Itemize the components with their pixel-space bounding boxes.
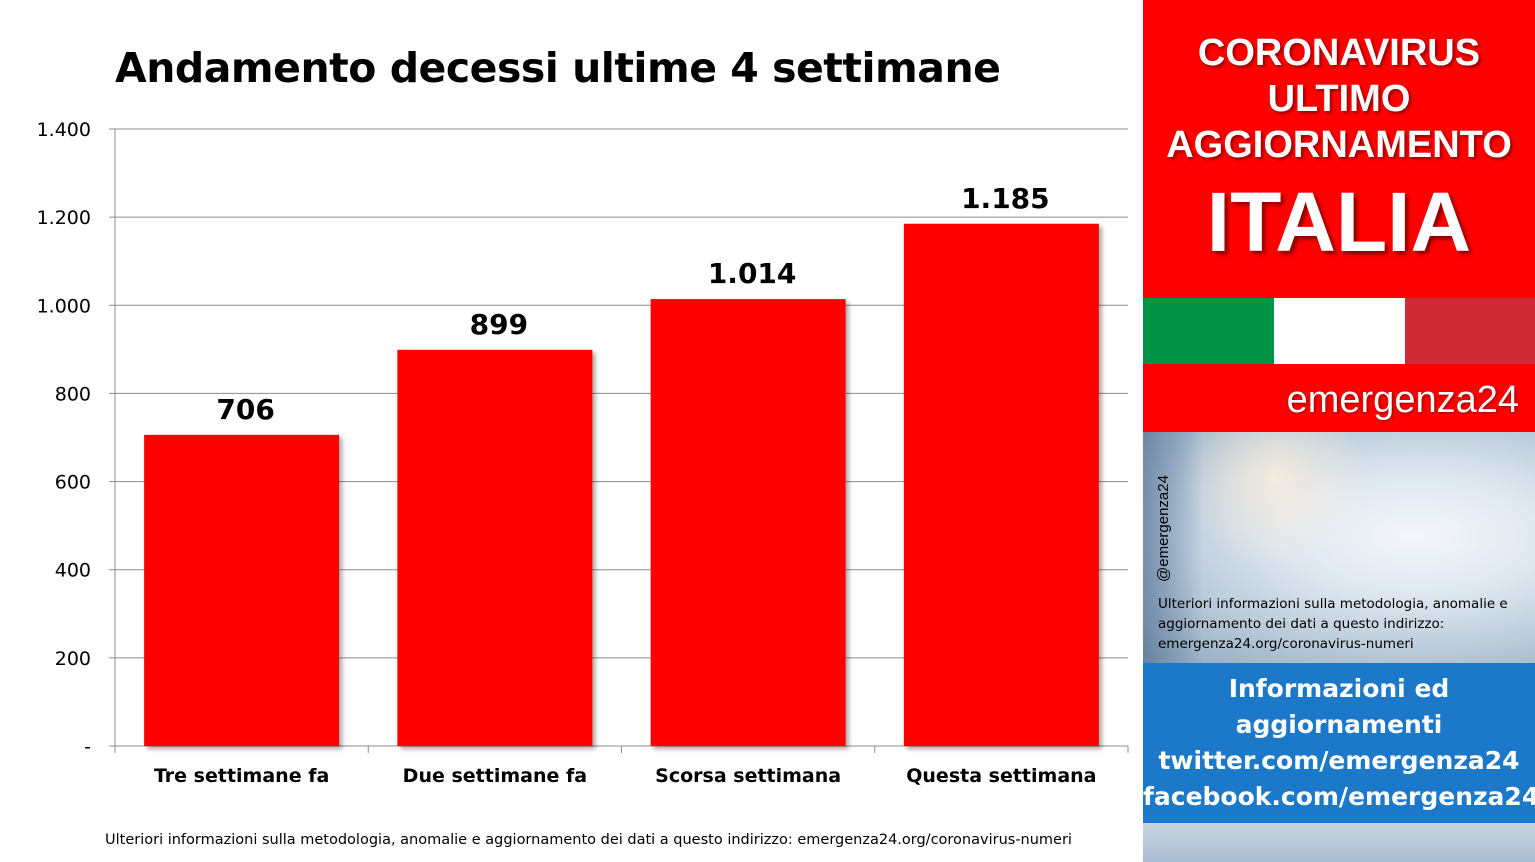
photo-shadow xyxy=(1143,432,1203,663)
header-line-1: CORONAVIRUS xyxy=(1197,32,1481,74)
flag-green-stripe xyxy=(1143,298,1274,364)
chart-area: Andamento decessi ultime 4 settimane - 20… xyxy=(36,44,1129,848)
bars xyxy=(144,223,1099,747)
x-tick-label: Tre settimane fa xyxy=(154,765,329,787)
methodology-note: Ulteriori informazioni sulla metodologia… xyxy=(1158,596,1508,652)
flag-white-stripe xyxy=(1274,298,1405,364)
chart-title: Andamento decessi ultime 4 settimane xyxy=(115,44,1001,92)
x-tick-label: Scorsa settimana xyxy=(655,765,841,787)
footer-note: Ulteriori informazioni sulla metodologia… xyxy=(105,832,1072,848)
y-tick-label: 600 xyxy=(55,472,91,494)
y-tick-label: 400 xyxy=(55,560,91,582)
header-line-2: ULTIMO xyxy=(1267,78,1411,120)
x-tick-label: Due settimane fa xyxy=(403,765,587,787)
social-handle: @emergenza24 xyxy=(1155,475,1172,582)
social-line-2: aggiornamenti xyxy=(1235,710,1443,739)
social-line-1: Informazioni ed xyxy=(1228,674,1450,703)
data-label: 706 xyxy=(216,393,274,426)
flag-red-stripe xyxy=(1405,298,1535,364)
brand-name: emergenza24 xyxy=(1143,364,1535,432)
bar xyxy=(144,434,340,746)
data-label: 1.185 xyxy=(961,182,1050,215)
x-tick-label: Questa settimana xyxy=(906,765,1096,787)
bar xyxy=(650,299,846,746)
y-tick-label: 1.200 xyxy=(37,207,91,229)
social-links-box: Informazioni ed aggiornamenti twitter.co… xyxy=(1143,663,1535,823)
header-line-3: AGGIORNAMENTO xyxy=(1166,124,1512,166)
background-photo: @emergenza24 Ulteriori informazioni sull… xyxy=(1143,432,1535,663)
labels: - 200 400 600 800 1.000 1.200 1.400 706 Tre setti… xyxy=(37,119,1097,787)
y-tick-label: 1.000 xyxy=(37,295,91,317)
side-header: CORONAVIRUS ULTIMO AGGIORNAMENTO ITALIA xyxy=(1143,0,1535,298)
data-label: 1.014 xyxy=(708,257,797,290)
italian-flag xyxy=(1143,298,1535,364)
y-tick-label: 1.400 xyxy=(37,119,91,141)
side-panel: CORONAVIRUS ULTIMO AGGIORNAMENTO ITALIA … xyxy=(1143,0,1535,862)
country-title: ITALIA xyxy=(1206,175,1472,269)
bottom-photo-strip xyxy=(1143,823,1535,862)
twitter-link[interactable]: twitter.com/emergenza24 xyxy=(1158,746,1520,775)
bar-chart: - 200 400 600 800 1.000 1.200 1.400 706 Tre setti… xyxy=(37,119,1129,787)
y-tick-label: 200 xyxy=(55,648,91,670)
bar xyxy=(397,349,593,746)
data-label: 899 xyxy=(470,308,528,341)
photo-glow xyxy=(1173,432,1373,562)
facebook-link[interactable]: facebook.com/emergenza24 xyxy=(1143,782,1535,811)
y-tick-label: - xyxy=(84,736,91,758)
bar xyxy=(903,223,1099,747)
y-tick-label: 800 xyxy=(55,383,91,405)
